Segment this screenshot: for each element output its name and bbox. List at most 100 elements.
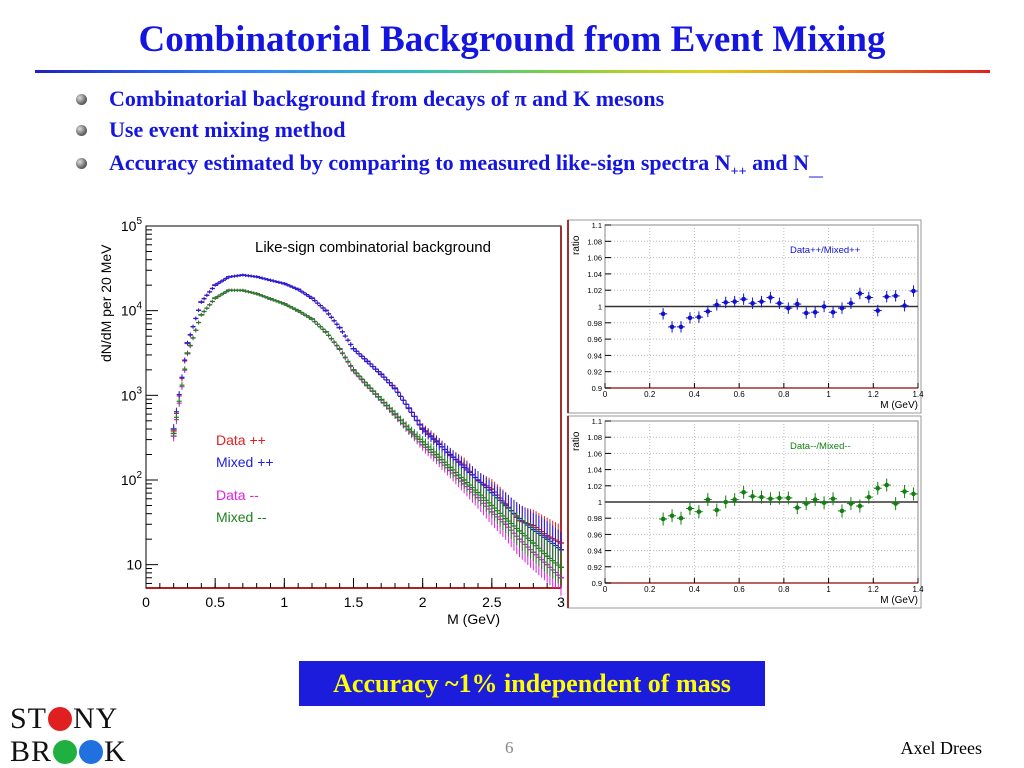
x-tick-label: 0.6 bbox=[734, 390, 746, 399]
logo-text: NY bbox=[73, 702, 119, 735]
bullet-icon bbox=[76, 158, 87, 169]
logo-text: ST bbox=[10, 702, 48, 735]
y-tick-label: 1.02 bbox=[587, 482, 602, 491]
legend-entry: Mixed ++ bbox=[216, 454, 274, 470]
data-point bbox=[893, 501, 898, 506]
bullet-icon bbox=[76, 94, 87, 105]
x-tick-label: 0.6 bbox=[734, 585, 746, 594]
data-point bbox=[794, 505, 800, 510]
data-point bbox=[759, 299, 764, 304]
data-point bbox=[768, 295, 773, 300]
legend-entry: Data -- bbox=[216, 487, 259, 503]
x-tick-label: 1.5 bbox=[344, 594, 364, 610]
author: Axel Drees bbox=[900, 738, 982, 758]
x-tick-label: 1.4 bbox=[912, 390, 924, 399]
y-tick-label: 0.9 bbox=[592, 384, 602, 393]
plot-frame bbox=[145, 225, 562, 589]
data-point bbox=[768, 496, 773, 502]
y-tick-label: 0.92 bbox=[587, 563, 602, 572]
ratio-panel bbox=[567, 415, 922, 609]
data-point bbox=[669, 513, 675, 519]
main-chart: 0 0.5 1 1.5 2 2.5 3 105 104 103 102 10 M (GeV) dN/dM … bbox=[98, 216, 565, 627]
data-point bbox=[812, 497, 818, 502]
data-point bbox=[714, 302, 720, 308]
x-tick-label: 0.8 bbox=[778, 390, 790, 399]
y-tick-label: 0.96 bbox=[587, 530, 602, 539]
data-point bbox=[786, 495, 791, 501]
data-point bbox=[687, 506, 693, 511]
bullet-text: Use event mixing method bbox=[109, 117, 346, 142]
data-point bbox=[830, 309, 836, 315]
data-point bbox=[678, 515, 684, 521]
y-tick-label: 1.04 bbox=[587, 270, 602, 279]
data-point bbox=[821, 500, 827, 506]
data-point bbox=[839, 305, 845, 311]
y-tick-label: 1.02 bbox=[587, 286, 602, 295]
bullet-text-part: Accuracy estimated by comparing to measu… bbox=[109, 150, 731, 175]
data-point bbox=[911, 288, 916, 294]
data-point bbox=[705, 309, 711, 314]
bullet-text-part: and N bbox=[746, 150, 809, 175]
x-tick-label: 1.2 bbox=[868, 585, 880, 594]
y-axis-label: dN/dM per 20 MeV bbox=[98, 244, 114, 362]
bullet-text: Combinatorial background from decays of … bbox=[109, 86, 665, 111]
stony-brook-logo: ST NY BR K bbox=[10, 702, 127, 768]
subscript: ++ bbox=[730, 164, 747, 180]
data-point bbox=[714, 507, 720, 513]
series-mixed3 bbox=[170, 288, 564, 586]
data-point bbox=[794, 301, 800, 307]
y-tick-label: 0.94 bbox=[587, 351, 602, 360]
data-point bbox=[750, 494, 755, 499]
x-tick-label: 0.4 bbox=[689, 585, 701, 594]
logo-blue-circle-icon bbox=[79, 740, 104, 764]
x-tick-label: 1 bbox=[280, 594, 288, 610]
y-tick-label: 102 bbox=[121, 470, 143, 488]
x-tick-label: 0.8 bbox=[778, 585, 790, 594]
x-tick-label: 1 bbox=[826, 390, 831, 399]
ratio-chart-minusminus: 0 0.2 0.4 0.6 0.8 1 1.2 1.4 1.1 1.08 1.06 1.04 1.02 1… bbox=[567, 415, 924, 609]
y-tick-label: 1.1 bbox=[592, 417, 602, 426]
title-divider bbox=[35, 70, 990, 73]
data-point bbox=[857, 291, 863, 296]
data-point bbox=[830, 496, 836, 502]
x-tick-label: 0 bbox=[142, 594, 150, 610]
data-point bbox=[696, 509, 702, 515]
y-tick-label: 1.06 bbox=[587, 254, 602, 263]
data-point bbox=[884, 482, 889, 488]
data-point bbox=[893, 293, 898, 299]
data-point bbox=[875, 485, 881, 491]
y-tick-label: 0.92 bbox=[587, 368, 602, 377]
y-tick-label: 0.96 bbox=[587, 335, 602, 344]
x-tick-label: 0 bbox=[603, 585, 608, 594]
logo-red-circle-icon bbox=[48, 707, 73, 731]
ratio-panel bbox=[567, 219, 922, 414]
data-point bbox=[723, 300, 729, 305]
logo-text: K bbox=[104, 735, 127, 768]
y-tick-label: 0.9 bbox=[592, 579, 602, 588]
data-point bbox=[696, 314, 702, 320]
legend-entry: Data++/Mixed++ bbox=[790, 245, 861, 256]
data-point bbox=[803, 501, 809, 506]
y-tick-label: 104 bbox=[121, 301, 143, 319]
data-point bbox=[866, 295, 872, 300]
data-point bbox=[705, 497, 711, 502]
highlight-box: Accuracy ~1% independent of mass bbox=[299, 661, 765, 706]
y-tick-label: 105 bbox=[121, 216, 143, 234]
chart-title: Like-sign combinatorial background bbox=[255, 239, 491, 256]
data-point bbox=[902, 489, 907, 494]
data-point bbox=[821, 304, 827, 309]
y-tick-label: 1 bbox=[598, 498, 602, 507]
data-point bbox=[803, 310, 809, 316]
y-tick-label: 103 bbox=[121, 385, 143, 403]
data-point bbox=[741, 489, 746, 495]
y-tick-label: 1.06 bbox=[587, 449, 602, 458]
y-tick-label: 1.08 bbox=[587, 237, 602, 246]
logo-green-circle-icon bbox=[53, 740, 78, 764]
bullet-text: Accuracy estimated by comparing to measu… bbox=[109, 150, 823, 180]
y-axis-label: ratio bbox=[571, 235, 582, 255]
data-point bbox=[812, 309, 818, 315]
x-axis-label: M (GeV) bbox=[880, 400, 918, 411]
x-tick-label: 1.2 bbox=[868, 390, 880, 399]
x-tick-label: 0.4 bbox=[689, 390, 701, 399]
data-point bbox=[875, 308, 881, 313]
